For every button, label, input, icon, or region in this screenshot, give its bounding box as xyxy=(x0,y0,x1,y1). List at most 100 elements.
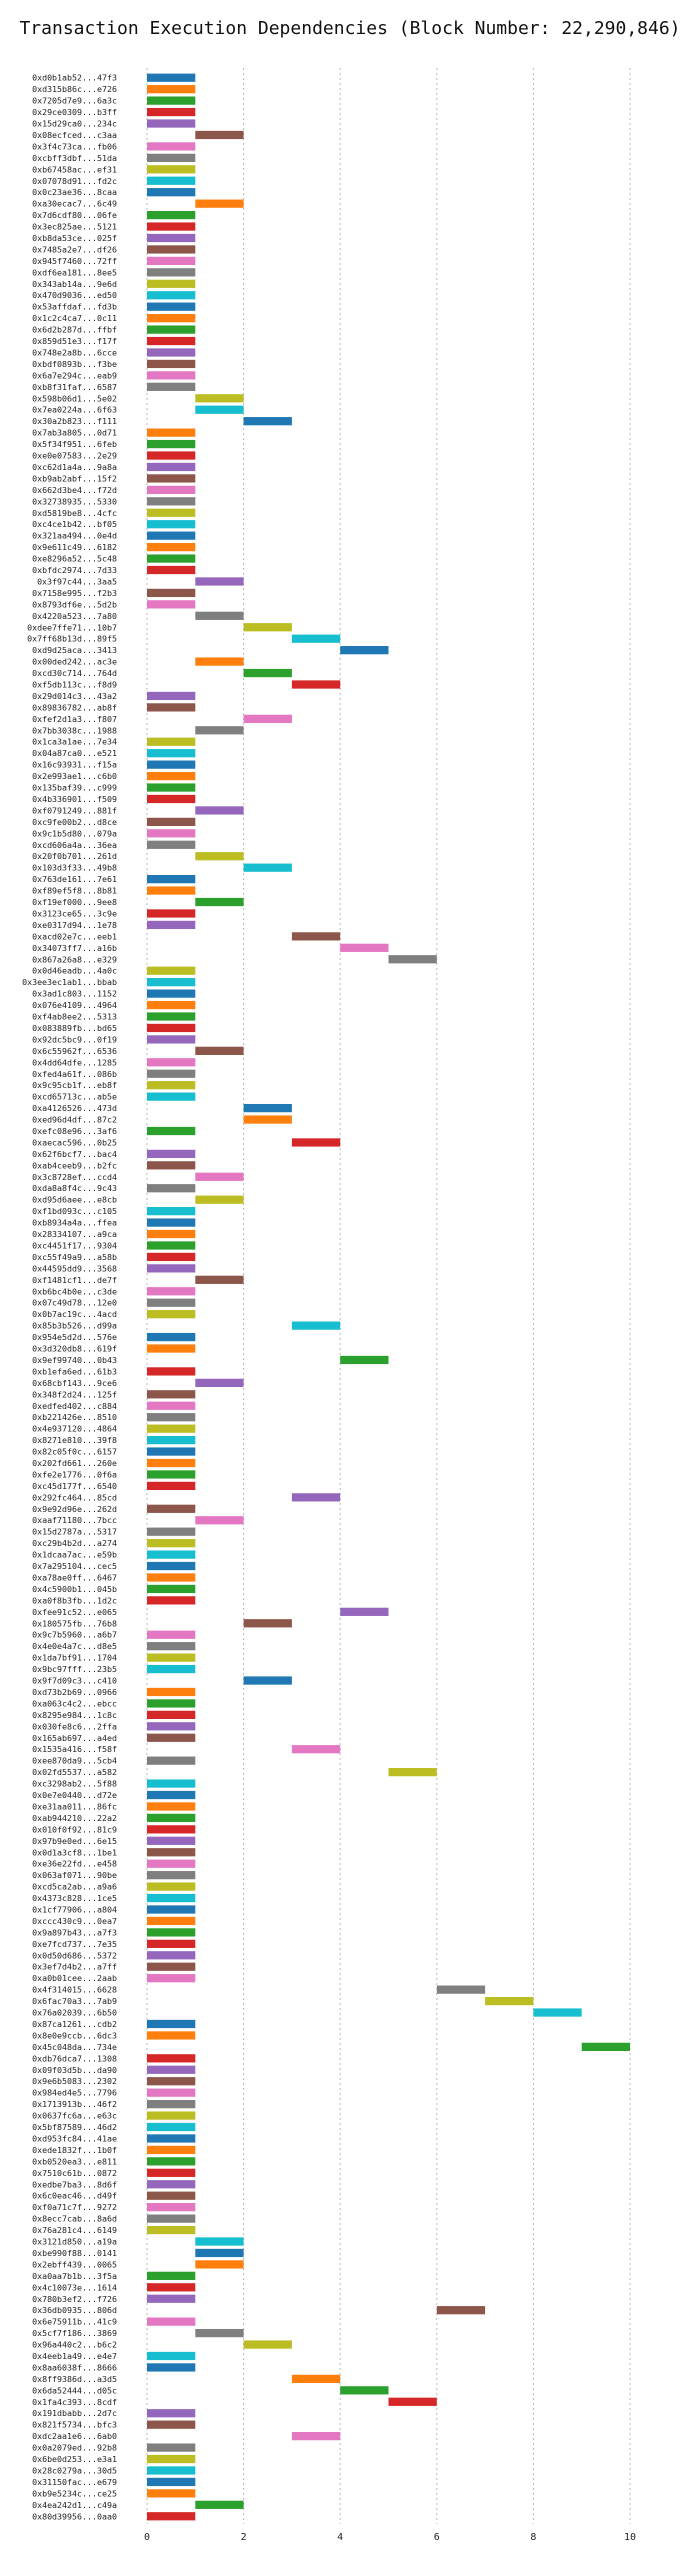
transaction-bar xyxy=(147,1871,196,1880)
y-tick-label: 0x748e2a8b...6cce xyxy=(32,347,117,357)
transaction-bar xyxy=(243,668,292,678)
transaction-bar xyxy=(147,279,196,288)
transaction-bar xyxy=(147,760,196,769)
y-tick-label: 0xfef2d1a3...f807 xyxy=(32,714,117,724)
y-tick-label: 0xedfed402...c884 xyxy=(32,1401,117,1411)
y-tick-label: 0xa78ae0ff...6467 xyxy=(32,1572,117,1582)
transaction-bar xyxy=(147,2283,196,2292)
transaction-bar xyxy=(147,1779,196,1788)
y-tick-label: 0xa4126526...473d xyxy=(32,1103,117,1113)
y-tick-label: 0xaecac596...0b25 xyxy=(32,1137,117,1147)
transaction-bar xyxy=(147,325,196,334)
y-tick-label: 0x9e6b5083...2302 xyxy=(32,2076,117,2086)
transaction-bar xyxy=(388,955,437,964)
y-tick-label: 0x0d46eadb...4a0c xyxy=(32,966,117,976)
y-tick-label: 0x76a281c4...6149 xyxy=(32,2225,117,2235)
transaction-bar xyxy=(147,1435,196,1445)
y-tick-label: 0x1dcaa7ac...e59b xyxy=(32,1550,117,1560)
y-tick-label: 0x076e4109...4964 xyxy=(32,1000,117,1010)
transaction-bar xyxy=(291,2432,341,2441)
y-tick-label: 0x9a897b43...a7f3 xyxy=(32,1927,117,1937)
bars-layer xyxy=(147,73,630,2521)
transaction-bar xyxy=(147,1504,196,1513)
x-axis-ticks: 0 2 4 6 8 10 xyxy=(144,2532,636,2543)
transaction-bar xyxy=(147,1092,196,1101)
transaction-bar xyxy=(147,1023,196,1033)
transaction-bar xyxy=(147,1642,196,1651)
y-tick-label: 0x763de161...7e61 xyxy=(32,874,117,884)
y-tick-label: 0xcd65713c...ab5e xyxy=(32,1092,117,1102)
y-tick-label: 0x3123ce65...3c9e xyxy=(32,908,117,918)
transaction-bar xyxy=(147,520,196,529)
transaction-bar xyxy=(195,2248,244,2258)
y-tick-label: 0x82c05f0c...6157 xyxy=(32,1447,117,1457)
y-tick-label: 0x4eeb1a49...e4e7 xyxy=(32,2351,117,2361)
transaction-bar xyxy=(147,2031,196,2040)
y-tick-label: 0x9c7b5960...a6b7 xyxy=(32,1630,117,1640)
y-tick-label: 0x6c55962f...6536 xyxy=(32,1046,117,1056)
transaction-bar xyxy=(147,2214,196,2223)
transaction-bar xyxy=(147,1207,196,1216)
y-tick-label: 0x7485a2e7...df26 xyxy=(32,244,117,254)
transaction-bar xyxy=(147,1413,196,1422)
y-tick-label: 0x4dd64dfe...1285 xyxy=(32,1057,117,1067)
transaction-bar xyxy=(147,1653,196,1662)
y-tick-label: 0xd9d25aca...3413 xyxy=(32,645,117,655)
y-tick-label: 0x821f5734...bfc3 xyxy=(32,2420,117,2430)
transaction-bar xyxy=(581,2042,630,2052)
transaction-bar xyxy=(147,153,196,162)
y-tick-label: 0xdee7ffe71...10b7 xyxy=(27,622,117,632)
transaction-bar xyxy=(147,2454,196,2464)
y-tick-label: 0x87ca1261...cdb2 xyxy=(32,2019,117,2029)
y-tick-label: 0xa0aa7b1b...3f5a xyxy=(32,2271,117,2281)
transaction-bar xyxy=(147,1893,196,1903)
transaction-bar xyxy=(147,978,196,987)
transaction-bar xyxy=(147,1527,196,1536)
y-tick-label: 0x343ab14a...9e6d xyxy=(32,279,117,289)
transaction-bar xyxy=(291,634,341,643)
transaction-bar xyxy=(147,2294,196,2303)
transaction-bar xyxy=(147,1481,196,1491)
transaction-bar xyxy=(291,680,341,689)
transaction-bar xyxy=(147,920,196,930)
y-tick-label: 0x191dbabb...2d7c xyxy=(32,2408,117,2418)
transaction-bar xyxy=(147,1447,196,1456)
transaction-bar xyxy=(147,691,196,701)
y-tick-label: 0x1da7bf91...1704 xyxy=(32,1653,117,1663)
transaction-bar xyxy=(147,1332,196,1342)
transaction-bar xyxy=(195,199,244,208)
transaction-bar xyxy=(147,1149,196,1159)
y-tick-label: 0xede1832f...1b0f xyxy=(32,2145,117,2155)
transaction-bar xyxy=(147,2409,196,2418)
transaction-bar xyxy=(436,2306,486,2315)
y-tick-label: 0xf19ef000...9ee8 xyxy=(32,897,117,907)
transaction-bar xyxy=(147,233,196,243)
y-tick-label: 0xbe990f88...0141 xyxy=(32,2248,117,2258)
y-tick-label: 0xfe2e1776...0f6a xyxy=(32,1469,117,1479)
transaction-bar xyxy=(147,2157,196,2166)
transaction-bar xyxy=(147,2122,196,2132)
y-tick-label: 0xaaf71180...7bcc xyxy=(32,1515,117,1525)
y-tick-label: 0x8271e810...39f8 xyxy=(32,1435,117,1445)
transaction-bar xyxy=(147,2203,196,2212)
y-tick-label: 0xe0317d94...1e78 xyxy=(32,920,117,930)
y-tick-label: 0x2e993ae1...c6b0 xyxy=(32,771,117,781)
y-tick-label: 0x4ea242d1...c49a xyxy=(32,2500,117,2510)
transaction-bar xyxy=(147,1905,196,1914)
y-tick-label: 0x3ee3ec1ab1...bbab xyxy=(22,977,117,987)
transaction-bar xyxy=(147,2443,196,2452)
y-tick-label: 0x31150fac...e679 xyxy=(32,2477,117,2487)
y-tick-label: 0xe0e07583...2e29 xyxy=(32,451,117,461)
transaction-bar xyxy=(147,2168,196,2177)
transaction-bar xyxy=(147,1962,196,1971)
transaction-bar xyxy=(340,2386,389,2395)
y-tick-label: 0x1535a416...f58f xyxy=(32,1744,117,1754)
transaction-bar xyxy=(147,1287,196,1296)
y-tick-label: 0xb9ab2abf...15f2 xyxy=(32,473,117,483)
transaction-bar xyxy=(436,1985,486,1994)
transaction-bar xyxy=(147,2225,196,2235)
transaction-bar xyxy=(147,291,196,300)
y-tick-label: 0x321aa494...0e4d xyxy=(32,531,117,541)
transaction-bar xyxy=(147,554,196,563)
y-tick-label: 0xb6bc4b0e...c3de xyxy=(32,1286,117,1296)
